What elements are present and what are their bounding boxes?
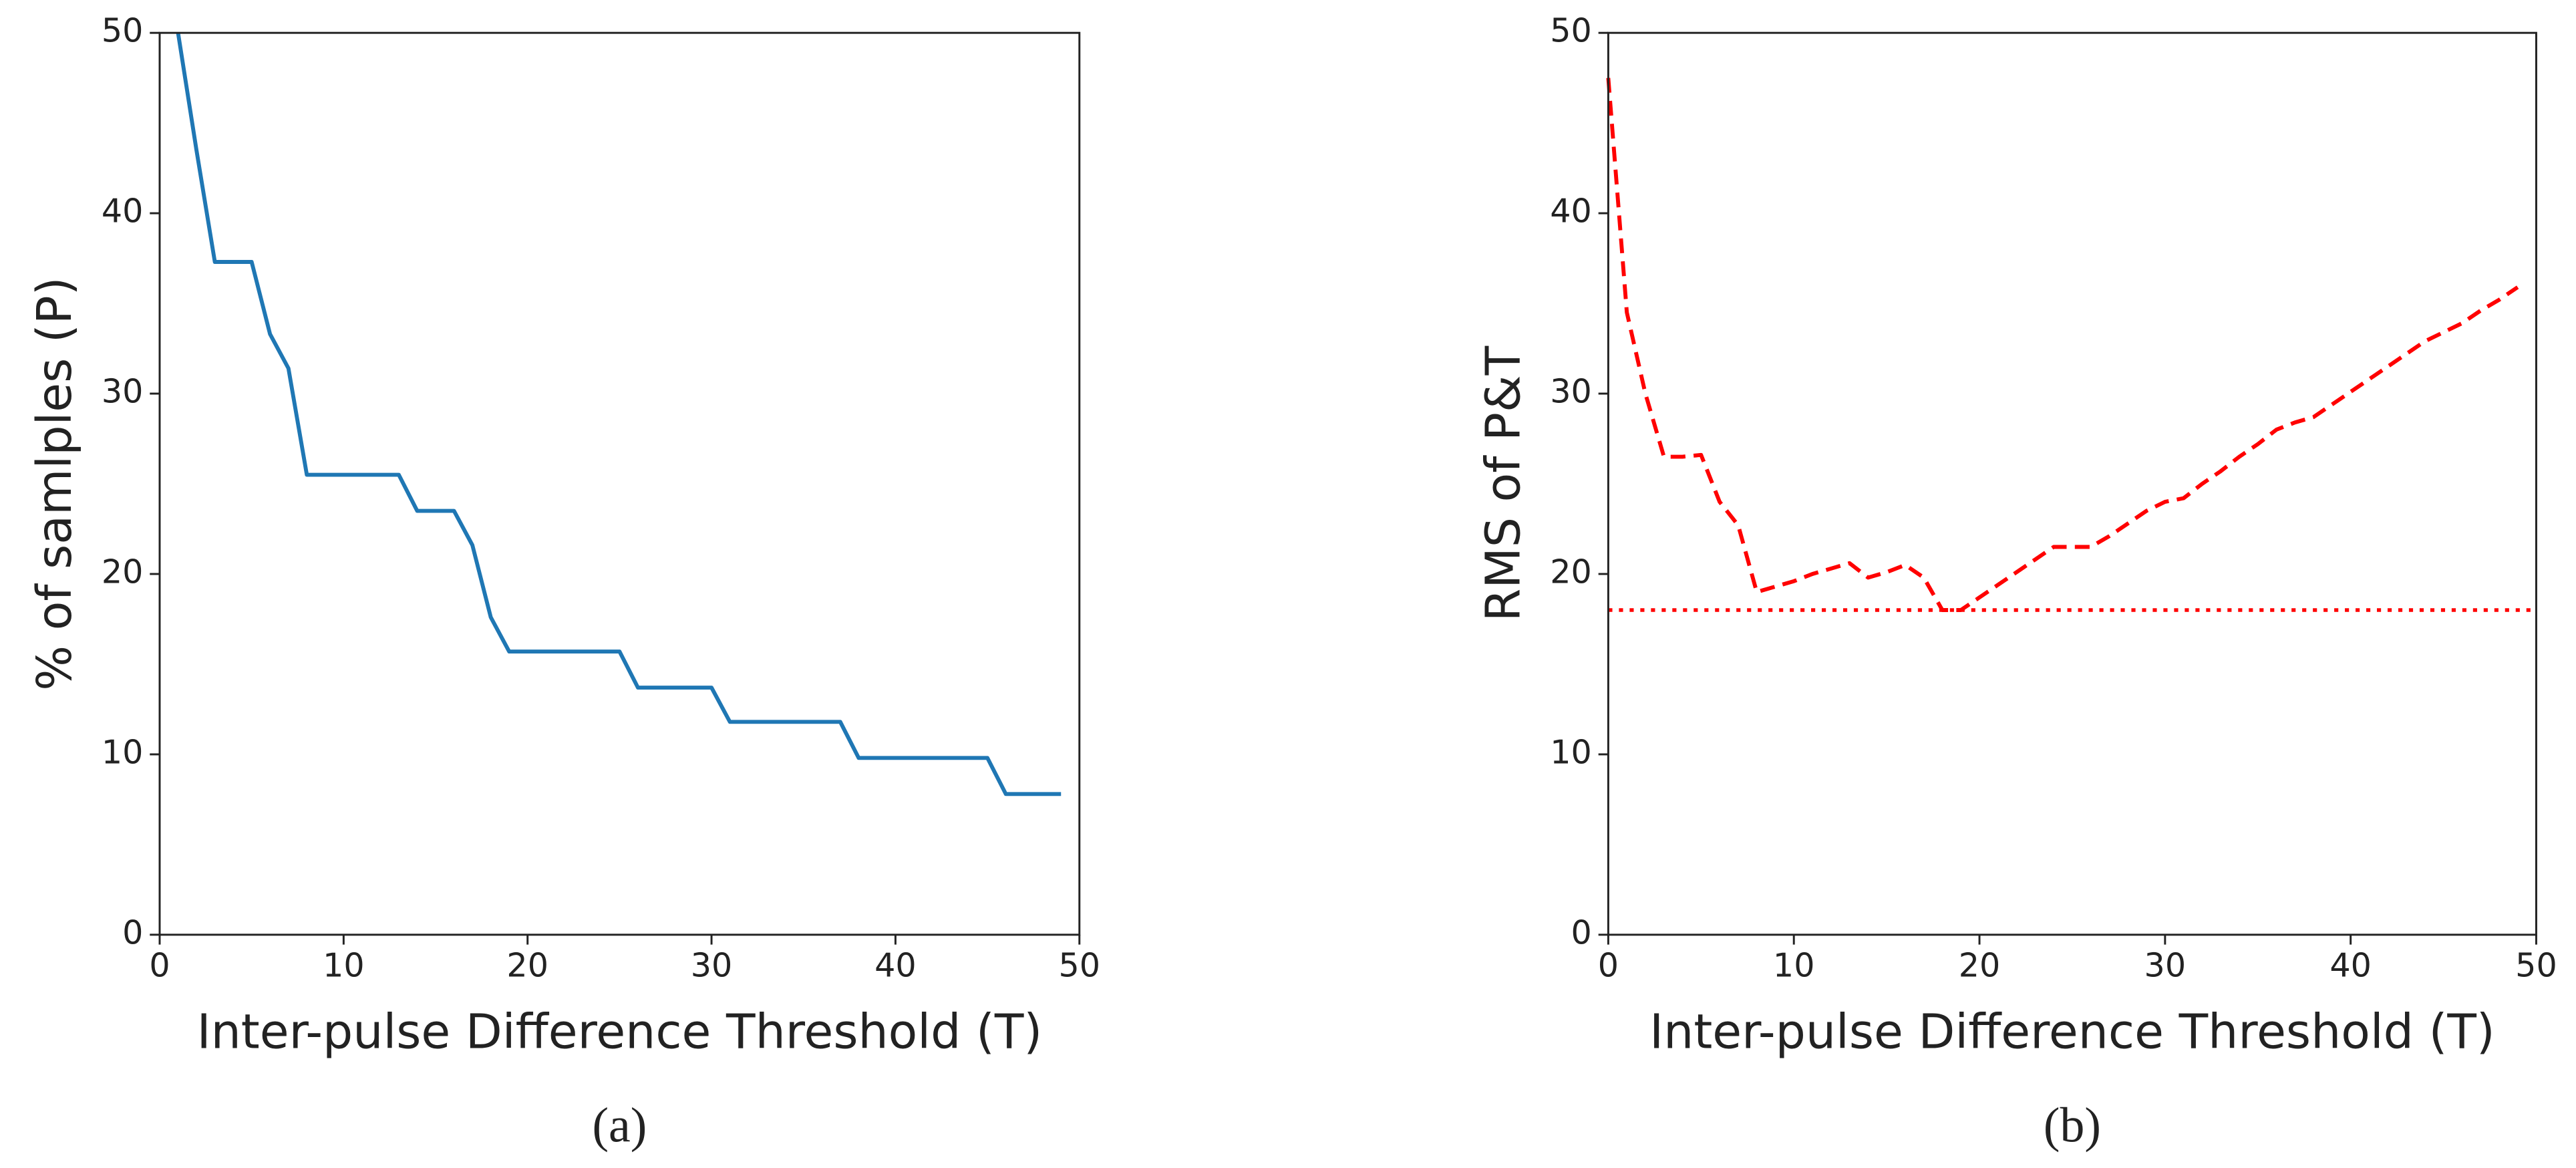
caption: (a) — [592, 1097, 647, 1152]
x-tick-label: 30 — [691, 946, 733, 985]
y-tick-label: 20 — [1550, 553, 1592, 591]
x-tick-label: 50 — [1058, 946, 1100, 985]
y-tick-label: 10 — [102, 732, 144, 771]
y-tick-label: 30 — [102, 372, 144, 411]
plot-frame — [1607, 31, 2537, 936]
y-tick-label: 10 — [1550, 732, 1592, 771]
y-tick-label: 40 — [102, 192, 144, 231]
y-tick-label: 50 — [102, 11, 144, 50]
data-line — [1606, 78, 2519, 612]
data-line — [176, 32, 1062, 796]
x-tick-label: 40 — [2329, 946, 2372, 985]
x-tick-label: 10 — [1773, 946, 1815, 985]
y-tick-label: 20 — [102, 553, 144, 591]
x-tick-label: 50 — [2515, 946, 2557, 985]
x-axis-label: Inter-pulse Difference Threshold (T) — [1649, 1004, 2495, 1059]
y-axis-label: RMS of P&T — [1476, 345, 1531, 621]
x-axis-label: Inter-pulse Difference Threshold (T) — [197, 1004, 1043, 1059]
plot-frame — [158, 31, 1081, 936]
x-tick-label: 40 — [874, 946, 917, 985]
x-tick-label: 0 — [1598, 946, 1619, 985]
x-tick-label: 10 — [323, 946, 365, 985]
x-tick-label: 20 — [1959, 946, 2001, 985]
y-axis-label: % of samlples (P) — [27, 277, 82, 690]
y-tick-label: 40 — [1550, 192, 1592, 231]
y-tick-label: 30 — [1550, 372, 1592, 411]
x-tick-label: 30 — [2144, 946, 2187, 985]
y-tick-label: 50 — [1550, 11, 1592, 50]
y-tick-label: 0 — [1571, 913, 1592, 952]
y-tick-label: 0 — [122, 913, 143, 952]
x-tick-label: 0 — [149, 946, 170, 985]
caption: (b) — [2044, 1097, 2101, 1152]
x-tick-label: 20 — [506, 946, 548, 985]
